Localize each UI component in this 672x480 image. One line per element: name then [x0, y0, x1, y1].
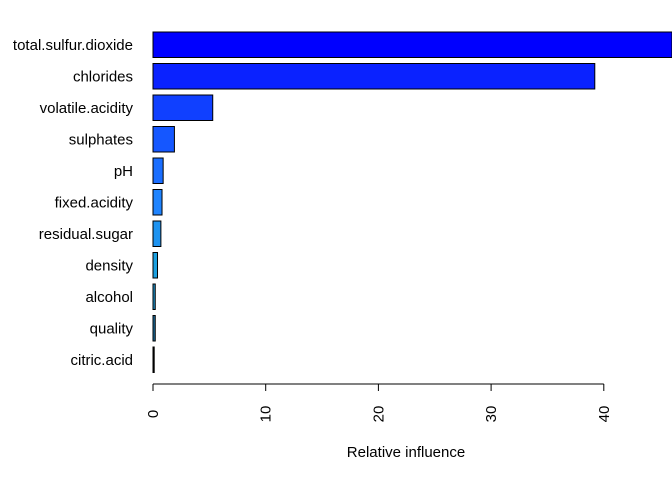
- x-axis-label: Relative influence: [347, 444, 465, 461]
- category-label-alcohol: alcohol: [85, 289, 133, 306]
- bar-fixed-acidity: [152, 189, 163, 216]
- bar-residual-sugar: [152, 220, 162, 247]
- x-tick-label-20: 20: [370, 406, 387, 423]
- category-label-citric-acid: citric.acid: [70, 352, 133, 369]
- x-tick-label-0: 0: [145, 410, 162, 418]
- category-label-quality: quality: [90, 320, 134, 337]
- bar-volatile-acidity: [152, 94, 214, 121]
- x-axis: 0 10 20 30 40: [145, 383, 613, 423]
- category-label-residual-sugar: residual.sugar: [39, 226, 133, 243]
- x-tick-label-30: 30: [483, 406, 500, 423]
- category-label-sulphates: sulphates: [69, 131, 133, 148]
- bar-citric-acid: [152, 346, 155, 373]
- category-labels-group: total.sulfur.dioxide chlorides volatile.ac…: [13, 37, 134, 369]
- category-label-ph: pH: [114, 163, 133, 180]
- bar-chlorides: [152, 63, 596, 90]
- bar-density: [152, 252, 159, 279]
- bars-group: [152, 31, 672, 373]
- category-label-volatile-acidity: volatile.acidity: [40, 100, 134, 117]
- bar-sulphates: [152, 126, 175, 153]
- category-label-fixed-acidity: fixed.acidity: [55, 194, 134, 211]
- bar-alcohol: [152, 283, 156, 310]
- bar-total-sulfur-dioxide: [152, 31, 672, 58]
- x-tick-label-10: 10: [258, 406, 275, 423]
- category-label-total-sulfur-dioxide: total.sulfur.dioxide: [13, 37, 133, 54]
- bar-quality: [152, 315, 156, 342]
- x-tick-label-40: 40: [596, 406, 613, 423]
- category-label-density: density: [85, 257, 133, 274]
- category-label-chlorides: chlorides: [73, 68, 133, 85]
- bar-ph: [152, 157, 164, 184]
